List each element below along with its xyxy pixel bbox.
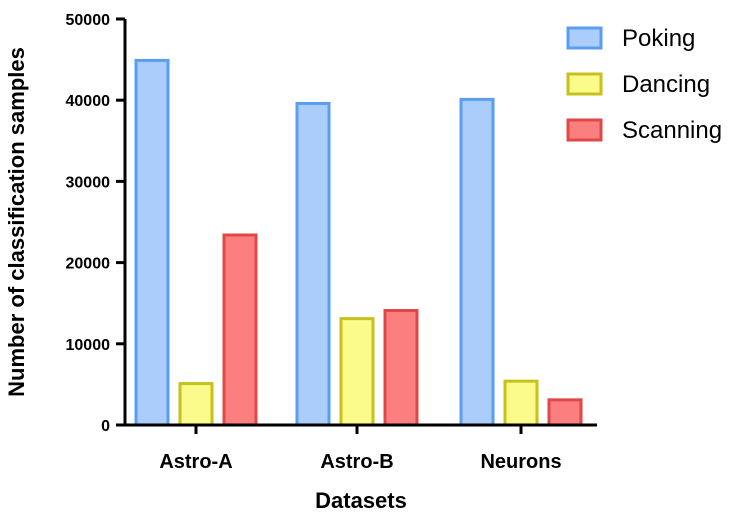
x-axis-title: Datasets [315,488,407,513]
y-tick-label: 30000 [66,174,111,191]
y-tick-label: 50000 [66,12,111,29]
legend-swatch-dancing [566,72,603,96]
legend-label-dancing: Dancing [622,71,710,98]
bar-dancing-neurons [503,379,539,427]
x-tick-label: Astro-A [159,451,232,473]
x-tick-label: Neurons [480,451,561,473]
bar-poking-neurons [459,97,495,427]
y-tick-label: 20000 [66,256,111,273]
legend-label-poking: Poking [622,25,695,52]
bar-scanning-astro-a [222,233,258,427]
legend-swatch-scanning [566,118,603,142]
bars-layer [134,58,583,427]
bar-scanning-astro-b [383,309,419,427]
y-tick-label: 0 [101,418,110,435]
bar-poking-astro-b [295,101,331,427]
y-tick-label: 10000 [66,337,111,354]
axes-layer: 0 10000 20000 30000 40000 50000 Astro-A Astro-B… [66,12,597,473]
y-tick-label: 40000 [66,93,111,110]
legend: Poking Dancing Scanning [566,25,722,144]
legend-label-scanning: Scanning [622,117,722,144]
bar-dancing-astro-a [178,382,214,427]
bar-dancing-astro-b [339,317,375,427]
bar-scanning-neurons [547,398,583,427]
bar-poking-astro-a [134,58,170,427]
y-axis-title: Number of classification samples [4,47,29,397]
legend-swatch-poking [566,26,603,50]
x-tick-label: Astro-B [320,451,393,473]
